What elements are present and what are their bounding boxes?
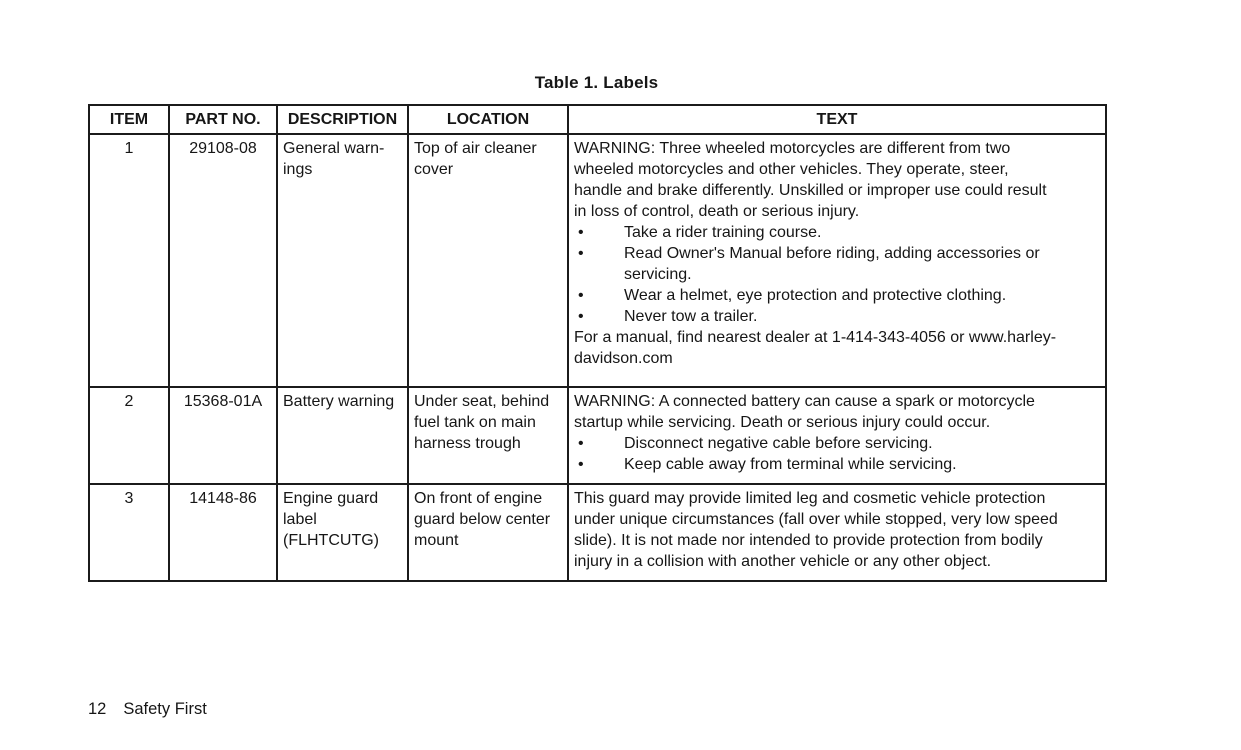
warning-bullet: Wear a helmet, eye protection and protec… — [574, 285, 1100, 306]
column-header-part-no: PART NO. — [168, 104, 278, 135]
warning-bullet: Read Owner's Manual before riding, addin… — [574, 243, 1100, 285]
table-title: Table 1. Labels — [534, 73, 659, 92]
text-cell: This guard may provide limited leg and c… — [567, 483, 1107, 582]
location-cell: Top of air cleaner cover — [407, 133, 569, 388]
table-row: 1 29108-08 General warn- ings Top of air… — [88, 133, 1107, 388]
warning-intro: This guard may provide limited leg and c… — [574, 490, 1058, 570]
warning-bullet: Keep cable away from terminal while serv… — [574, 454, 1100, 475]
item-cell: 1 — [88, 133, 170, 388]
text-cell: WARNING: A connected battery can cause a… — [567, 386, 1107, 485]
location-cell: Under seat, behind fuel tank on main har… — [407, 386, 569, 485]
table-row: 2 15368-01A Battery warning Under seat, … — [88, 386, 1107, 485]
column-header-description: DESCRIPTION — [276, 104, 409, 135]
labels-table: ITEM PART NO. DESCRIPTION LOCATION TEXT … — [88, 104, 1107, 582]
description-cell: Engine guard label (FLHTCUTG) — [276, 483, 409, 582]
page-footer: 12 Safety First — [88, 699, 207, 720]
warning-bullet: Never tow a trailer. — [574, 306, 1100, 327]
table-row: 3 14148-86 Engine guard label (FLHTCUTG)… — [88, 483, 1107, 582]
warning-footer: For a manual, find nearest dealer at 1-4… — [574, 329, 1057, 367]
column-header-item: ITEM — [88, 104, 170, 135]
text-cell: WARNING: Three wheeled motorcycles are d… — [567, 133, 1107, 388]
warning-intro: WARNING: Three wheeled motorcycles are d… — [574, 140, 1047, 220]
part-no-cell: 29108-08 — [168, 133, 278, 388]
warning-bullet-list: Take a rider training course. Read Owner… — [574, 222, 1100, 327]
item-cell: 2 — [88, 386, 170, 485]
warning-bullet: Take a rider training course. — [574, 222, 1100, 243]
description-cell: Battery warning — [276, 386, 409, 485]
part-no-cell: 15368-01A — [168, 386, 278, 485]
location-cell: On front of engine guard below center mo… — [407, 483, 569, 582]
column-header-text: TEXT — [567, 104, 1107, 135]
warning-bullet-list: Disconnect negative cable before servici… — [574, 433, 1100, 475]
warning-bullet: Disconnect negative cable before servici… — [574, 433, 1100, 454]
item-cell: 3 — [88, 483, 170, 582]
description-cell: General warn- ings — [276, 133, 409, 388]
column-header-location: LOCATION — [407, 104, 569, 135]
header-row: ITEM PART NO. DESCRIPTION LOCATION TEXT — [88, 104, 1107, 135]
warning-intro: WARNING: A connected battery can cause a… — [574, 393, 1035, 431]
page-number: 12 — [88, 700, 107, 718]
part-no-cell: 14148-86 — [168, 483, 278, 582]
section-title: Safety First — [123, 700, 207, 718]
